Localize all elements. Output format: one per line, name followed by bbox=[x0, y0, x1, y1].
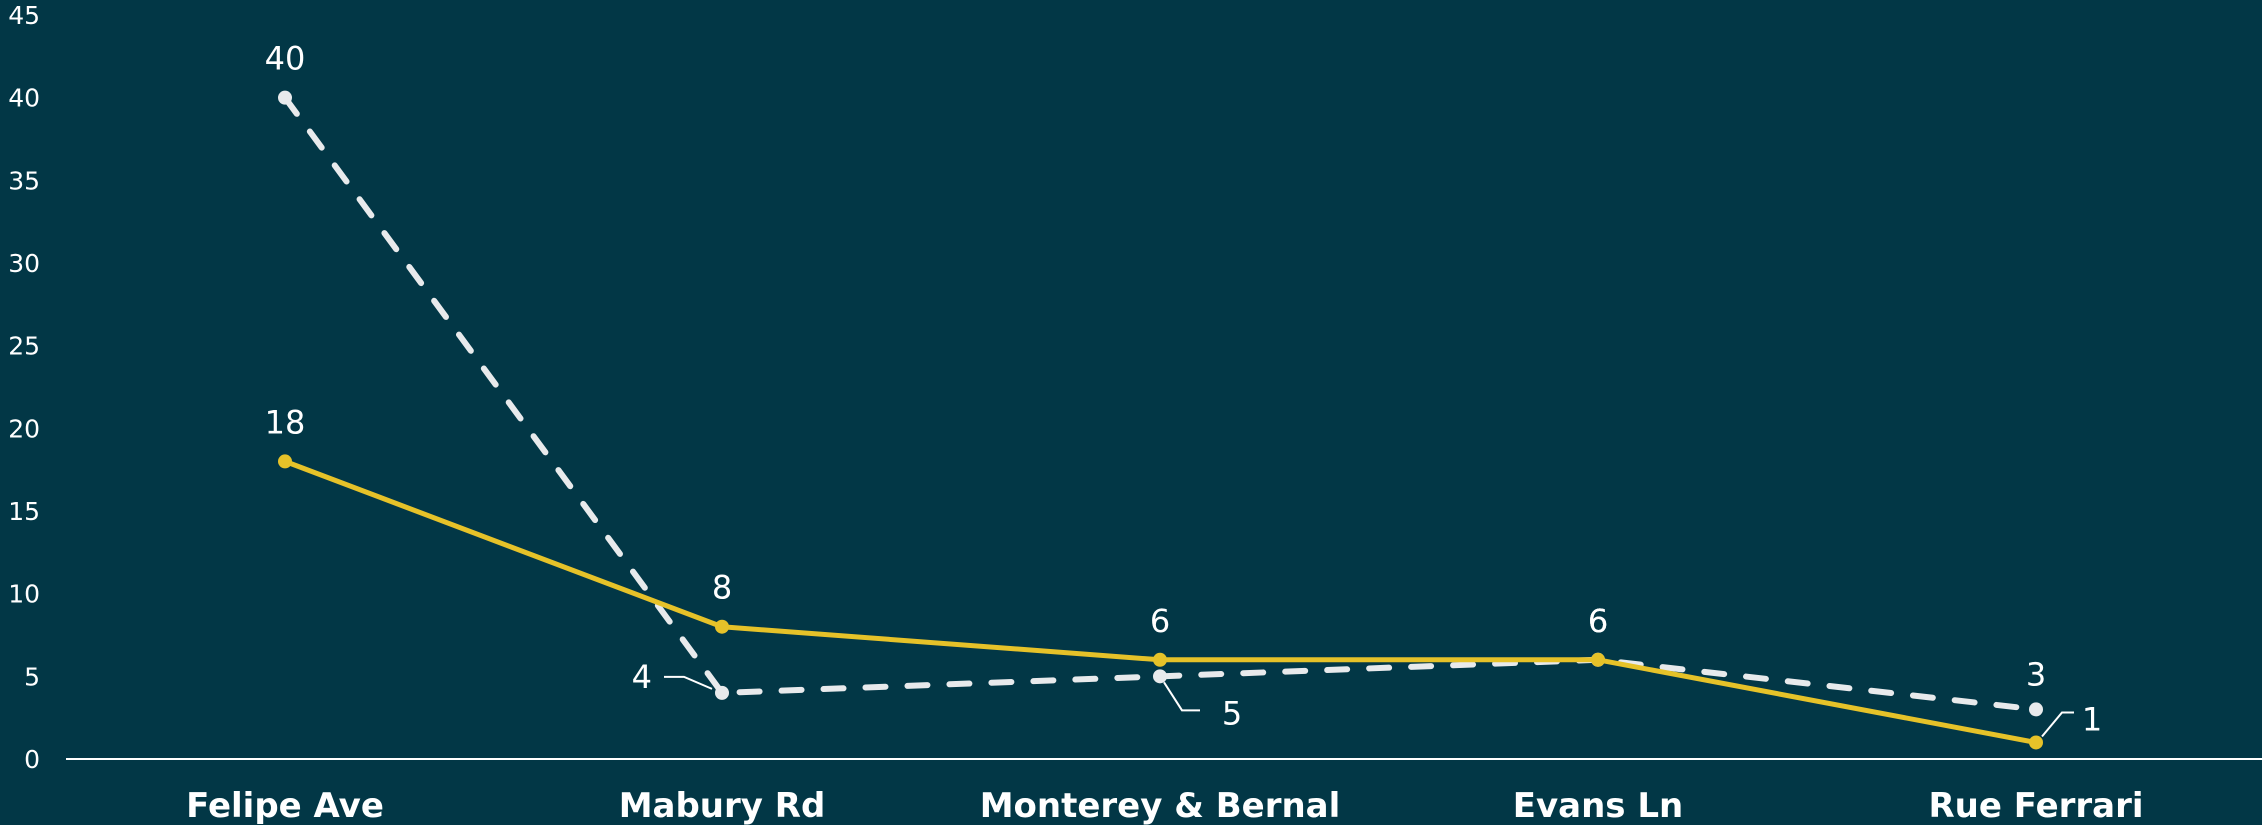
data-label: 6 bbox=[1588, 602, 1608, 640]
data-label: 1 bbox=[2082, 700, 2102, 738]
data-label: 5 bbox=[1222, 694, 1242, 732]
y-tick-label: 45 bbox=[8, 1, 40, 30]
x-tick-label: Rue Ferrari bbox=[1928, 786, 2143, 825]
label-leader-line bbox=[2041, 711, 2074, 738]
y-tick-label: 10 bbox=[8, 580, 40, 609]
series-0 bbox=[278, 90, 2043, 717]
label-leader-line bbox=[1163, 681, 1200, 712]
data-point bbox=[1591, 652, 1605, 667]
x-tick-label: Felipe Ave bbox=[186, 786, 384, 825]
data-label: 40 bbox=[265, 40, 306, 78]
y-tick-label: 40 bbox=[8, 84, 40, 113]
x-tick-label: Monterey & Bernal bbox=[980, 786, 1341, 825]
y-tick-label: 20 bbox=[8, 414, 40, 443]
y-tick-label: 30 bbox=[8, 249, 40, 278]
series-1 bbox=[278, 454, 2043, 750]
y-tick-label: 25 bbox=[8, 332, 40, 361]
data-label: 6 bbox=[1588, 602, 1608, 640]
data-label: 8 bbox=[712, 569, 732, 607]
data-point bbox=[1153, 669, 1167, 684]
series-layer bbox=[278, 90, 2043, 750]
y-tick-label: 15 bbox=[8, 497, 40, 526]
y-tick-label: 5 bbox=[24, 662, 40, 691]
data-point bbox=[1153, 652, 1167, 667]
data-point bbox=[278, 454, 292, 469]
x-tick-label: Mabury Rd bbox=[619, 786, 826, 825]
x-tick-label: Evans Ln bbox=[1513, 786, 1683, 825]
data-point bbox=[2029, 735, 2043, 750]
data-point bbox=[2029, 702, 2043, 717]
data-point bbox=[715, 619, 729, 634]
x-axis: Felipe Ave Mabury Rd Monterey & Bernal Evan… bbox=[186, 786, 2143, 825]
y-axis: 0 5 10 15 20 25 30 35 40 45 bbox=[8, 1, 40, 774]
data-point bbox=[278, 90, 292, 105]
y-tick-label: 0 bbox=[24, 745, 40, 774]
data-point bbox=[715, 685, 729, 700]
data-label: 3 bbox=[2026, 655, 2046, 693]
data-label: 4 bbox=[632, 658, 652, 696]
data-label: 6 bbox=[1150, 602, 1170, 640]
data-label: 18 bbox=[265, 403, 306, 441]
y-tick-label: 35 bbox=[8, 166, 40, 195]
label-leader-line bbox=[664, 675, 713, 690]
